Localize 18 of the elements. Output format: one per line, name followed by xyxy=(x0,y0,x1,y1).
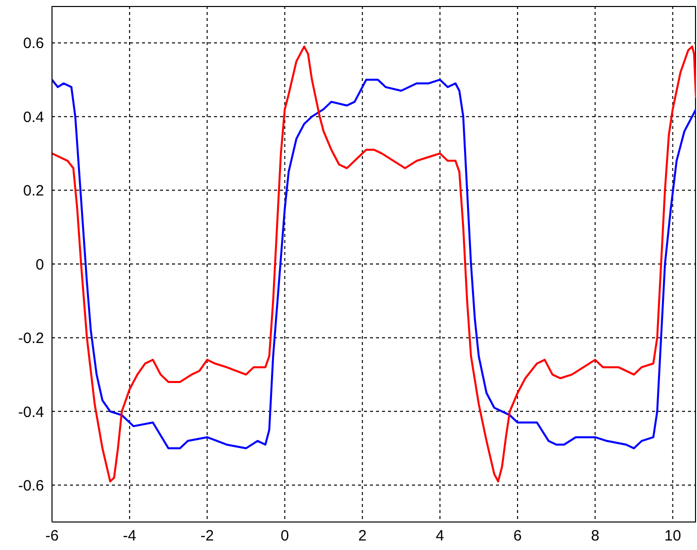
x-tick-label: 10 xyxy=(664,528,682,545)
y-tick-label: 0 xyxy=(36,256,44,274)
y-tick-label: -0.6 xyxy=(18,477,44,494)
y-tick-label: -0.4 xyxy=(18,404,44,421)
x-tick-label: -2 xyxy=(200,528,214,545)
x-tick-label: 8 xyxy=(590,528,600,545)
line-series xyxy=(52,46,696,482)
x-tick-label: 6 xyxy=(513,528,522,545)
x-tick-label: 4 xyxy=(436,528,444,545)
x-tick-label: -6 xyxy=(45,528,59,545)
x-tick-label: 0 xyxy=(280,528,289,545)
y-tick-label: 0.4 xyxy=(23,108,44,126)
y-tick-label: 0.2 xyxy=(23,182,44,200)
line-series xyxy=(52,78,696,450)
x-tick-label: -4 xyxy=(122,528,136,545)
x-tick-label: 2 xyxy=(358,528,367,545)
y-tick-label: -0.2 xyxy=(18,330,44,348)
y-tick-label: 0.6 xyxy=(23,35,44,52)
